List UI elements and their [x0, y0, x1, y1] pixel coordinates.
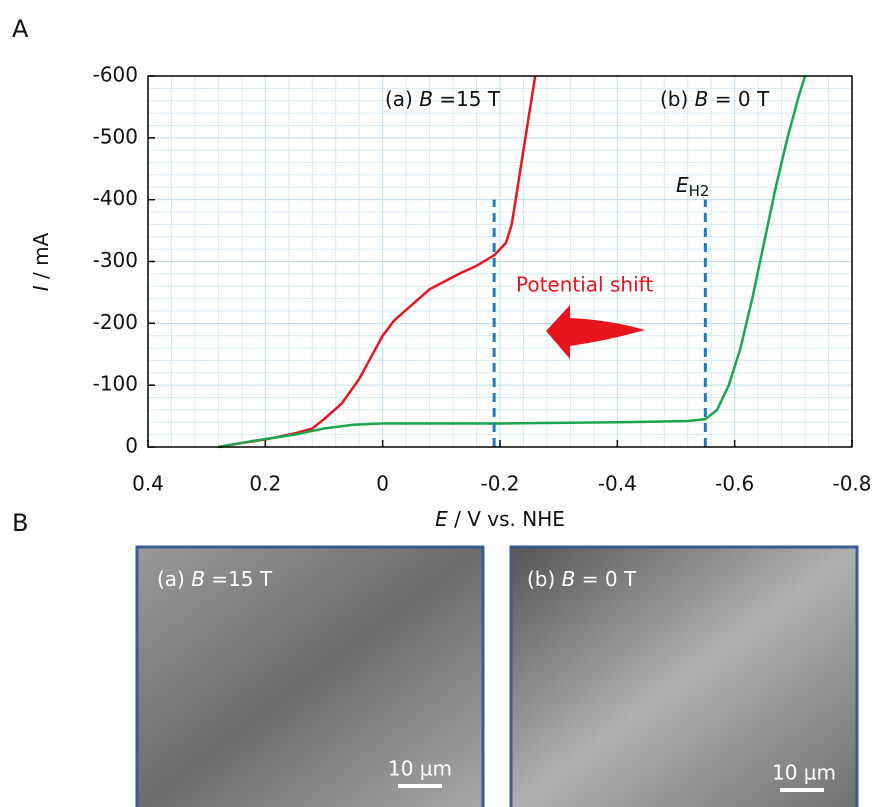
shift-arrow: [546, 305, 645, 359]
grid: 0.4 0.2 0 -0.2 -0.4 -0.6 -0.8 0 -100 -200 -300 -400…: [93, 63, 872, 496]
x-tick-label: -0.2: [480, 472, 519, 496]
x-axis-title: E / V vs. NHE: [435, 507, 565, 531]
scale-label: 10 µm: [772, 761, 836, 785]
series-label: (b) B = 0 T: [660, 87, 770, 111]
scale-bar: [780, 788, 824, 792]
shift-label: Potential shift: [516, 273, 653, 297]
x-tick-label: -0.6: [715, 472, 754, 496]
x-tick-label: -0.4: [598, 472, 637, 496]
x-tick-label: 0.4: [132, 472, 164, 496]
panel-label: B: [12, 509, 28, 537]
scale-label: 10 µm: [388, 757, 452, 781]
plot-frame: [147, 75, 853, 448]
y-tick-label: -300: [93, 248, 138, 272]
y-tick-label: -200: [93, 310, 138, 334]
data-line: [218, 75, 807, 449]
data-line: [218, 75, 537, 449]
panel-label: A: [12, 15, 29, 43]
scale-bar: [398, 784, 442, 788]
image-label: (a) B =15 T: [157, 567, 273, 591]
y-axis-title: I / mA: [29, 232, 53, 291]
x-tick-label: -0.8: [832, 472, 871, 496]
y-tick-label: -600: [93, 63, 138, 87]
y-tick-label: 0: [125, 434, 138, 458]
image-label: (b) B = 0 T: [527, 567, 637, 591]
series-label: (a) B =15 T: [385, 87, 501, 111]
eh2-label: EH2: [676, 173, 709, 200]
x-tick-label: 0: [376, 472, 389, 496]
y-tick-label: -500: [93, 124, 138, 148]
y-tick-label: -400: [93, 186, 138, 210]
y-tick-label: -100: [93, 372, 138, 396]
x-tick-label: 0.2: [249, 472, 281, 496]
sem-image: [135, 545, 485, 807]
plot: [218, 75, 807, 449]
sem-image: [509, 545, 859, 807]
